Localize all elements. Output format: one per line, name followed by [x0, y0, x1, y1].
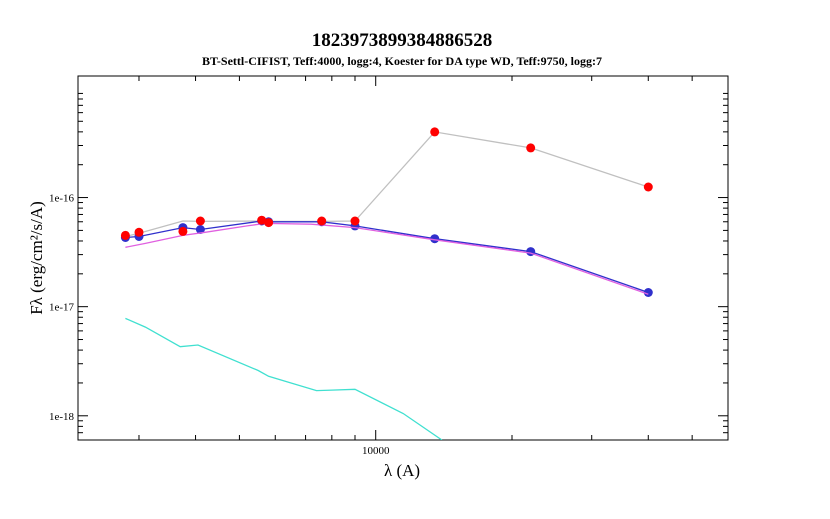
series-line-model-wd: [125, 317, 443, 440]
x-axis-label: λ (A): [384, 461, 420, 480]
y-tick-label: 1e-18: [49, 411, 75, 423]
data-point-observed: [264, 218, 274, 228]
data-point-observed: [526, 143, 536, 153]
data-point-observed: [643, 182, 653, 192]
data-point-observed: [134, 227, 144, 237]
y-tick-label: 1e-16: [49, 193, 75, 205]
data-point-model-sum: [430, 234, 440, 244]
data-point-observed: [430, 127, 440, 137]
data-point-observed: [317, 216, 327, 226]
series-line-model-star: [125, 222, 649, 295]
data-point-observed: [178, 226, 188, 236]
minor-ticks: [78, 76, 729, 441]
x-tick-label: 10000: [362, 445, 390, 457]
chart-subtitle: BT-Settl-CIFIST, Teff:4000, logg:4, Koes…: [202, 54, 602, 68]
chart-title: 1823973899384886528: [312, 30, 493, 51]
data-point-observed: [195, 216, 205, 226]
y-axis-label: Fλ (erg/cm²/s/A): [27, 201, 46, 315]
major-ticks: 10000 1e-18 1e-17 1e-16: [49, 76, 728, 457]
y-tick-label: 1e-17: [49, 302, 75, 314]
data-point-observed: [257, 215, 267, 225]
data-point-observed: [350, 216, 360, 226]
data-point-model-sum: [643, 288, 653, 297]
plot-frame: [77, 75, 729, 441]
series-layer: [120, 127, 653, 440]
data-point-observed: [120, 230, 130, 240]
data-point-model-sum: [195, 225, 205, 234]
